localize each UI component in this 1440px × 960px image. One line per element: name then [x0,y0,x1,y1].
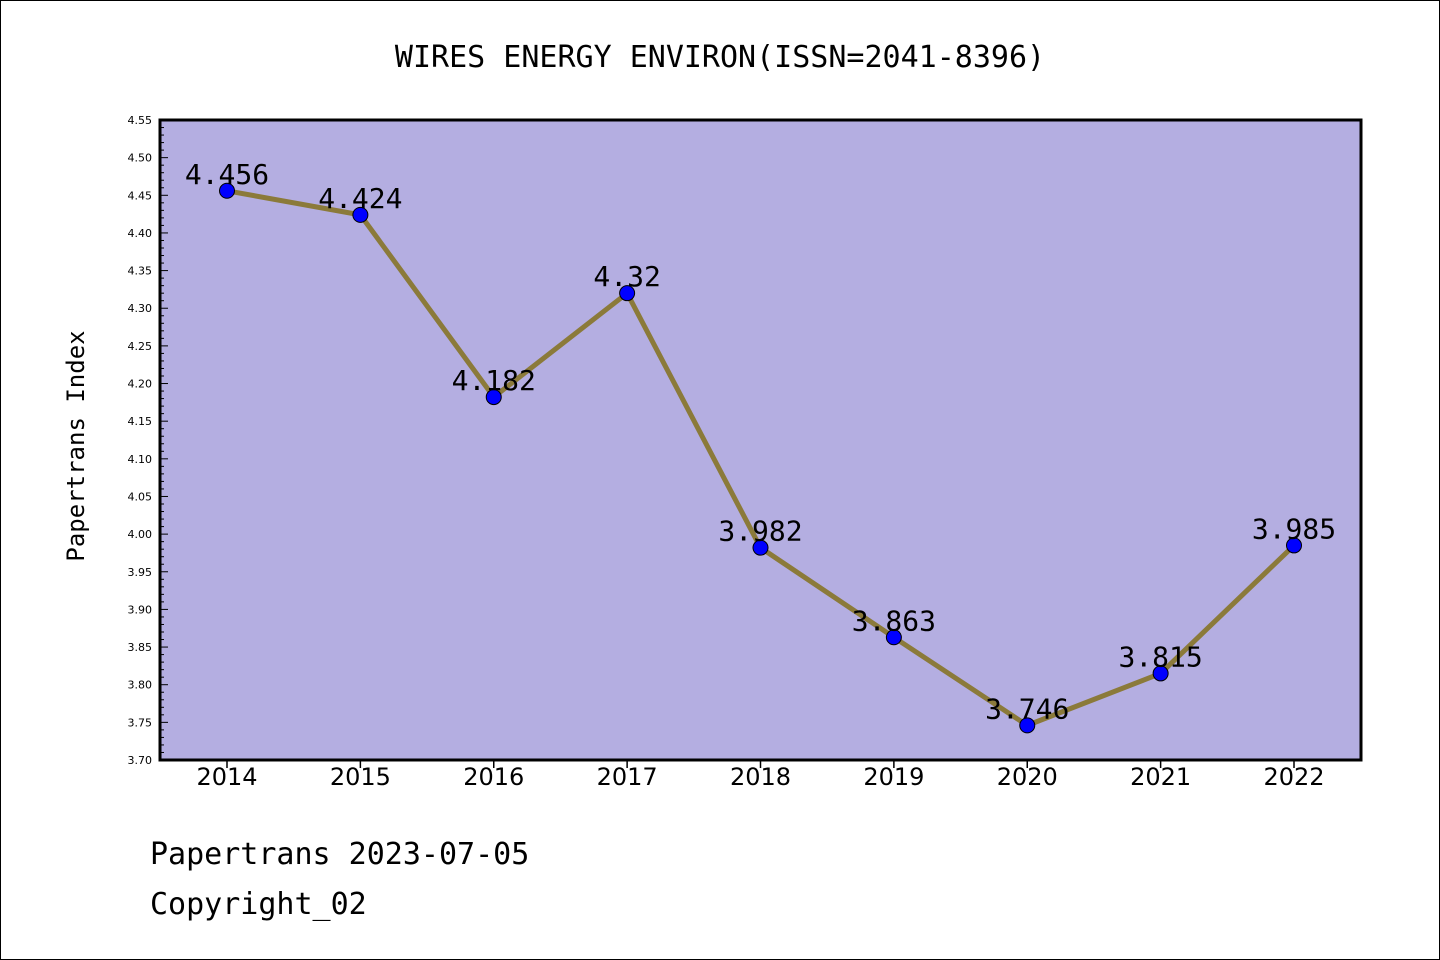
footer-date: Papertrans 2023-07-05 [150,837,529,872]
y-tick-label: 4.10 [128,453,153,466]
y-tick-label: 4.20 [128,378,153,391]
data-point [1286,537,1302,554]
y-axis-label: Papertrans Index [62,330,90,561]
x-tick-label: 2014 [196,763,257,791]
y-tick-label: 4.35 [128,265,153,278]
data-label: 4.182 [452,364,536,397]
y-tick-label: 3.95 [128,566,153,579]
y-tick-label: 4.55 [128,114,153,127]
data-label: 3.982 [718,515,802,548]
y-tick-label: 3.70 [128,754,153,767]
y-tick-label: 4.45 [128,189,153,202]
data-label: 4.424 [318,182,402,215]
y-tick-label: 4.00 [128,528,153,541]
y-tick-label: 3.75 [128,716,153,729]
y-tick-label: 3.80 [128,679,153,692]
y-axis: 3.70 3.75 3.80 3.85 3.90 3.95 4.00 4.05 4.10 4.15… [128,114,168,767]
data-point [352,206,369,223]
x-tick-label: 2016 [463,763,524,791]
data-point [1152,665,1169,682]
data-point [619,285,636,302]
y-tick-label: 3.90 [128,603,153,616]
data-point [485,389,502,406]
y-tick-label: 4.05 [128,490,153,503]
data-point [1019,717,1036,734]
x-tick-label: 2017 [597,763,658,791]
x-tick-label: 2019 [863,763,924,791]
x-tick-label: 2022 [1263,763,1324,791]
chart-title: WIRES ENERGY ENVIRON(ISSN=2041-8396) [395,40,1045,75]
data-point [219,182,235,199]
x-axis: 2014 2015 2016 2017 2018 2019 2020 2021 2022 [196,760,1325,791]
y-tick-label: 3.85 [128,641,153,654]
y-tick-label: 4.25 [128,340,153,353]
data-label: 3.815 [1118,640,1202,673]
x-tick-label: 2015 [330,763,391,791]
data-point [752,539,769,556]
x-tick-label: 2018 [730,763,791,791]
data-markers [219,182,1302,734]
data-label: 3.863 [852,604,936,637]
footer-copyright: Copyright_02 [150,887,367,922]
y-tick-label: 4.40 [128,227,153,240]
y-tick-label: 4.30 [128,302,153,315]
x-tick-label: 2020 [997,763,1058,791]
data-labels: 4.456 4.424 4.182 4.32 3.982 3.863 3.746 3.815 3… [185,158,1336,726]
plot-area [160,120,1361,760]
x-tick-label: 2021 [1130,763,1191,791]
data-label: 4.456 [185,158,269,191]
data-point [885,629,902,646]
data-label: 4.32 [593,260,660,293]
y-tick-label: 4.50 [128,152,153,165]
data-label: 3.985 [1252,512,1336,545]
plot-border [158,118,1363,762]
data-label: 3.746 [985,692,1069,725]
y-tick-label: 4.15 [128,415,153,428]
